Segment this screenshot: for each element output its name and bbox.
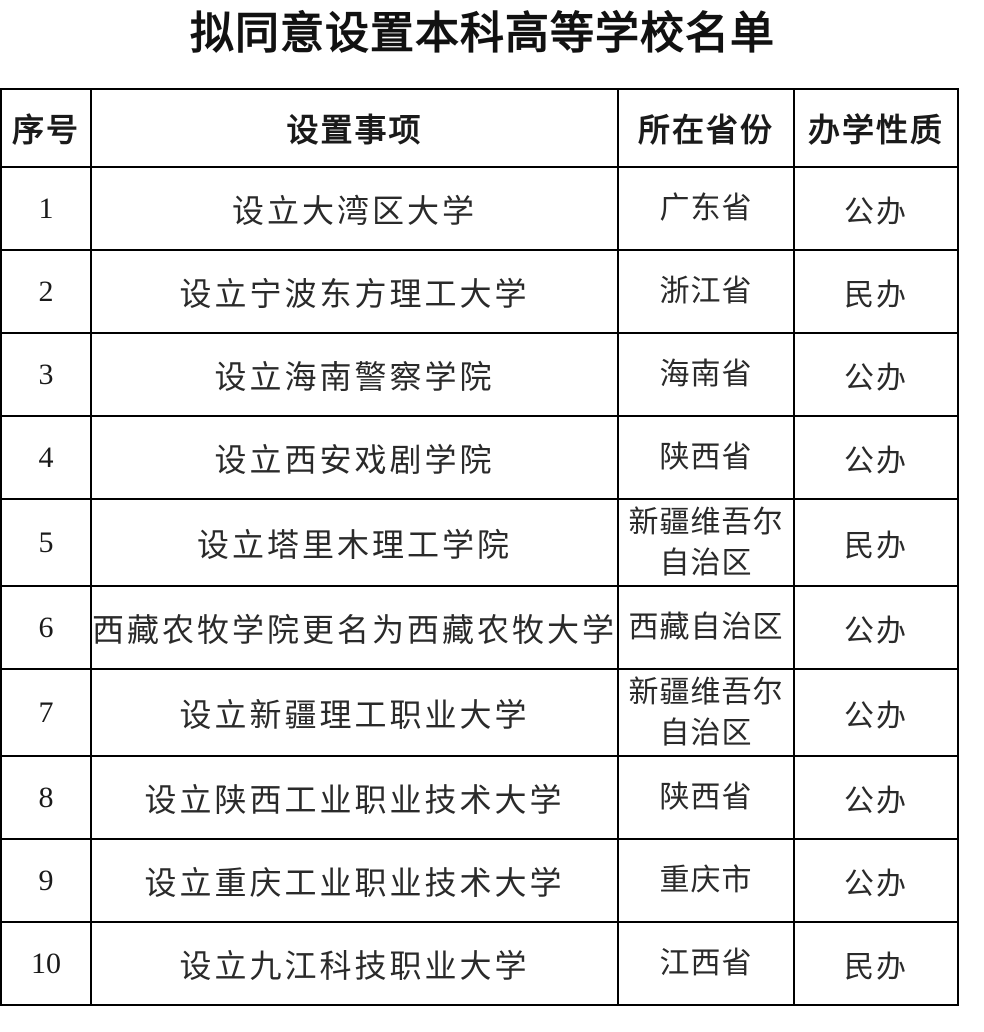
row-number: 6 bbox=[0, 585, 92, 670]
table-row: 6 西藏农牧学院更名为西藏农牧大学 西藏自治区 公办 bbox=[0, 585, 959, 670]
row-province: 海南省 bbox=[617, 332, 795, 417]
row-province: 陕西省 bbox=[617, 755, 795, 840]
table-row: 1 设立大湾区大学 广东省 公办 bbox=[0, 166, 959, 251]
row-item: 设立宁波东方理工大学 bbox=[90, 249, 619, 334]
row-type: 公办 bbox=[793, 166, 959, 251]
row-number: 8 bbox=[0, 755, 92, 840]
row-number: 2 bbox=[0, 249, 92, 334]
header-type: 办学性质 bbox=[793, 88, 959, 168]
table-row: 3 设立海南警察学院 海南省 公办 bbox=[0, 332, 959, 417]
table-row: 9 设立重庆工业职业技术大学 重庆市 公办 bbox=[0, 838, 959, 923]
header-row: 序号 设置事项 所在省份 办学性质 bbox=[0, 88, 959, 168]
header-number: 序号 bbox=[0, 88, 92, 168]
row-number: 7 bbox=[0, 668, 92, 757]
row-number: 1 bbox=[0, 166, 92, 251]
table-row: 4 设立西安戏剧学院 陕西省 公办 bbox=[0, 415, 959, 500]
row-type: 公办 bbox=[793, 838, 959, 923]
row-province: 新疆维吾尔自治区 bbox=[617, 668, 795, 757]
row-province: 西藏自治区 bbox=[617, 585, 795, 670]
row-item: 设立海南警察学院 bbox=[90, 332, 619, 417]
row-item: 设立陕西工业职业技术大学 bbox=[90, 755, 619, 840]
table-row: 5 设立塔里木理工学院 新疆维吾尔自治区 民办 bbox=[0, 498, 959, 587]
universities-table: 序号 设置事项 所在省份 办学性质 1 设立大湾区大学 广东省 公办 2 设立宁波东方理工… bbox=[0, 88, 959, 1006]
row-number: 5 bbox=[0, 498, 92, 587]
row-type: 民办 bbox=[793, 921, 959, 1006]
row-type: 民办 bbox=[793, 498, 959, 587]
row-item: 设立重庆工业职业技术大学 bbox=[90, 838, 619, 923]
table-header: 序号 设置事项 所在省份 办学性质 bbox=[0, 88, 959, 168]
row-type: 公办 bbox=[793, 332, 959, 417]
row-type: 民办 bbox=[793, 249, 959, 334]
row-number: 3 bbox=[0, 332, 92, 417]
row-province: 重庆市 bbox=[617, 838, 795, 923]
table-row: 8 设立陕西工业职业技术大学 陕西省 公办 bbox=[0, 755, 959, 840]
header-item: 设置事项 bbox=[90, 88, 619, 168]
table-row: 2 设立宁波东方理工大学 浙江省 民办 bbox=[0, 249, 959, 334]
table-row: 10 设立九江科技职业大学 江西省 民办 bbox=[0, 921, 959, 1006]
table-row: 7 设立新疆理工职业大学 新疆维吾尔自治区 公办 bbox=[0, 668, 959, 757]
row-province: 新疆维吾尔自治区 bbox=[617, 498, 795, 587]
row-type: 公办 bbox=[793, 415, 959, 500]
row-type: 公办 bbox=[793, 755, 959, 840]
row-item: 设立新疆理工职业大学 bbox=[90, 668, 619, 757]
row-number: 9 bbox=[0, 838, 92, 923]
row-item: 设立九江科技职业大学 bbox=[90, 921, 619, 1006]
row-number: 4 bbox=[0, 415, 92, 500]
row-item: 设立塔里木理工学院 bbox=[90, 498, 619, 587]
row-province: 广东省 bbox=[617, 166, 795, 251]
header-province: 所在省份 bbox=[617, 88, 795, 168]
row-item: 西藏农牧学院更名为西藏农牧大学 bbox=[90, 585, 619, 670]
page-title: 拟同意设置本科高等学校名单 bbox=[190, 9, 775, 58]
row-type: 公办 bbox=[793, 668, 959, 757]
row-type: 公办 bbox=[793, 585, 959, 670]
row-province: 浙江省 bbox=[617, 249, 795, 334]
row-province: 江西省 bbox=[617, 921, 795, 1006]
table-body: 1 设立大湾区大学 广东省 公办 2 设立宁波东方理工大学 浙江省 民办 3 设立海南警察学院 海南… bbox=[0, 166, 959, 1006]
row-province: 陕西省 bbox=[617, 415, 795, 500]
row-number: 10 bbox=[0, 921, 92, 1006]
row-item: 设立西安戏剧学院 bbox=[90, 415, 619, 500]
row-item: 设立大湾区大学 bbox=[90, 166, 619, 251]
